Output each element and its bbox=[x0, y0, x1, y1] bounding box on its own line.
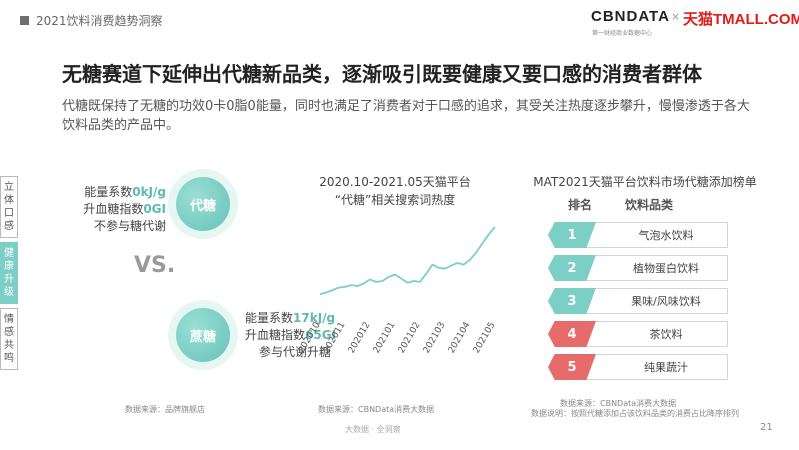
search-heat-line-chart: 202010 202011 202012 202101 202102 202103 2021… bbox=[297, 226, 498, 356]
zhetang-gi-label: 升血糖指数 bbox=[245, 328, 306, 342]
x-tick-label: 202102 bbox=[397, 321, 423, 356]
x-tick-label: 202103 bbox=[422, 321, 448, 356]
brand-logo: CBNDATA 第一财经商业数据中心 × 天猫TMALL.COM bbox=[591, 8, 799, 38]
page-description: 代糖既保持了无糖的功效0卡0脂0能量，同时也满足了消费者对于口感的追求，其受关注… bbox=[62, 99, 750, 133]
logo-separator: × bbox=[671, 10, 681, 23]
ranking-rank-number: 1 bbox=[567, 227, 577, 243]
ranking-category: 茶饮料 bbox=[649, 328, 683, 341]
header-marker bbox=[20, 16, 29, 25]
ranking-rank-number: 4 bbox=[567, 326, 577, 342]
daitang-energy-label: 能量系数 bbox=[84, 185, 133, 199]
daitang-metabolism: 不参与糖代谢 bbox=[93, 219, 166, 233]
cbndata-logo-subtitle: 第一财经商业数据中心 bbox=[592, 30, 653, 37]
ranking-title: MAT2021天猫平台饮料市场代糖添加榜单 bbox=[533, 175, 757, 189]
zhetang-circle: 蔗糖 bbox=[176, 308, 230, 362]
zhetang-gi-value: 65GI bbox=[305, 328, 337, 342]
sidebar-tab-emotion[interactable]: 情感共鸣 bbox=[0, 308, 18, 370]
ranking-category: 果味/风味饮料 bbox=[631, 295, 701, 308]
ranking-rank-badge bbox=[548, 321, 596, 347]
ranking-category: 纯果蔬汁 bbox=[644, 361, 688, 374]
daitang-stats: 能量系数0kJ/g 升血糖指数0GI 不参与糖代谢 bbox=[62, 184, 166, 235]
x-tick-label: 202011 bbox=[322, 321, 348, 356]
sidebar: 立体口感 健康升级 情感共鸣 bbox=[0, 176, 18, 374]
daitang-gi-label: 升血糖指数 bbox=[83, 202, 144, 216]
ranking-rank-badge bbox=[548, 354, 596, 380]
ranking-row: 4 茶饮料 bbox=[548, 321, 728, 347]
page-number: 21 bbox=[760, 422, 773, 433]
ranking-rank-number: 2 bbox=[567, 260, 577, 276]
ranking-note: 数据说明：按照代糖添加占该饮料品类的消费占比降序排列 bbox=[531, 409, 739, 418]
ranking-row: 1 气泡水饮料 bbox=[548, 222, 728, 248]
sidebar-tab-health[interactable]: 健康升级 bbox=[0, 242, 18, 304]
line-chart-source: 数据来源：CBNData消费大数据 bbox=[318, 405, 435, 414]
ranking-col-rank: 排名 bbox=[568, 198, 593, 212]
daitang-gi-value: 0GI bbox=[143, 202, 166, 216]
report-title: 2021饮料消费趋势洞察 bbox=[36, 14, 163, 28]
daitang-circle: 代糖 bbox=[176, 177, 230, 231]
x-tick-label: 202010 bbox=[297, 320, 323, 355]
ranking-row: 5 纯果蔬汁 bbox=[548, 354, 728, 380]
zhetang-energy-value: 17kJ/g bbox=[293, 311, 336, 325]
ranking-source: 数据来源：CBNData消费大数据 bbox=[560, 399, 677, 408]
zhetang-energy-label: 能量系数 bbox=[245, 311, 294, 325]
ranking-col-category: 饮料品类 bbox=[625, 198, 674, 212]
vs-label: VS. bbox=[134, 253, 176, 278]
daitang-energy-value: 0kJ/g bbox=[132, 185, 166, 199]
ranking-rank-number: 3 bbox=[567, 293, 577, 309]
line-chart-title-line2: “代糖”相关搜索词热度 bbox=[334, 193, 456, 207]
ranking-category: 气泡水饮料 bbox=[638, 229, 694, 242]
line-chart-title: 2020.10-2021.05天猫平台 “代糖”相关搜索词热度 bbox=[300, 173, 490, 209]
search-heat-series-line bbox=[319, 226, 496, 296]
ranking-rank-badge bbox=[548, 288, 596, 314]
tmall-logo: 天猫TMALL.COM bbox=[683, 11, 799, 28]
ranking-rank-number: 5 bbox=[567, 359, 577, 375]
line-chart-title-line1: 2020.10-2021.05天猫平台 bbox=[319, 175, 471, 189]
comparison-source: 数据来源：品牌旗舰店 bbox=[125, 405, 205, 414]
x-tick-label: 202101 bbox=[372, 321, 398, 356]
x-tick-label: 202104 bbox=[447, 320, 473, 355]
zhetang-metabolism: 参与代谢升糖 bbox=[259, 345, 332, 359]
x-tick-label: 202012 bbox=[347, 321, 373, 356]
footer-slogan: 大数据 · 全洞察 bbox=[345, 425, 401, 434]
ranking-category: 植物蛋白饮料 bbox=[633, 262, 699, 275]
ranking-row: 2 植物蛋白饮料 bbox=[548, 255, 728, 281]
cbndata-logo: CBNDATA bbox=[591, 8, 670, 25]
zhetang-stats: 能量系数17kJ/g 升血糖指数65GI 参与代谢升糖 bbox=[245, 310, 336, 361]
page-title: 无糖赛道下延伸出代糖新品类，逐渐吸引既要健康又要口感的消费者群体 bbox=[62, 62, 702, 86]
x-tick-label: 202105 bbox=[472, 321, 498, 356]
ranking-rank-badge bbox=[548, 255, 596, 281]
sidebar-tab-texture[interactable]: 立体口感 bbox=[0, 176, 18, 238]
ranking-row: 3 果味/风味饮料 bbox=[548, 288, 728, 314]
